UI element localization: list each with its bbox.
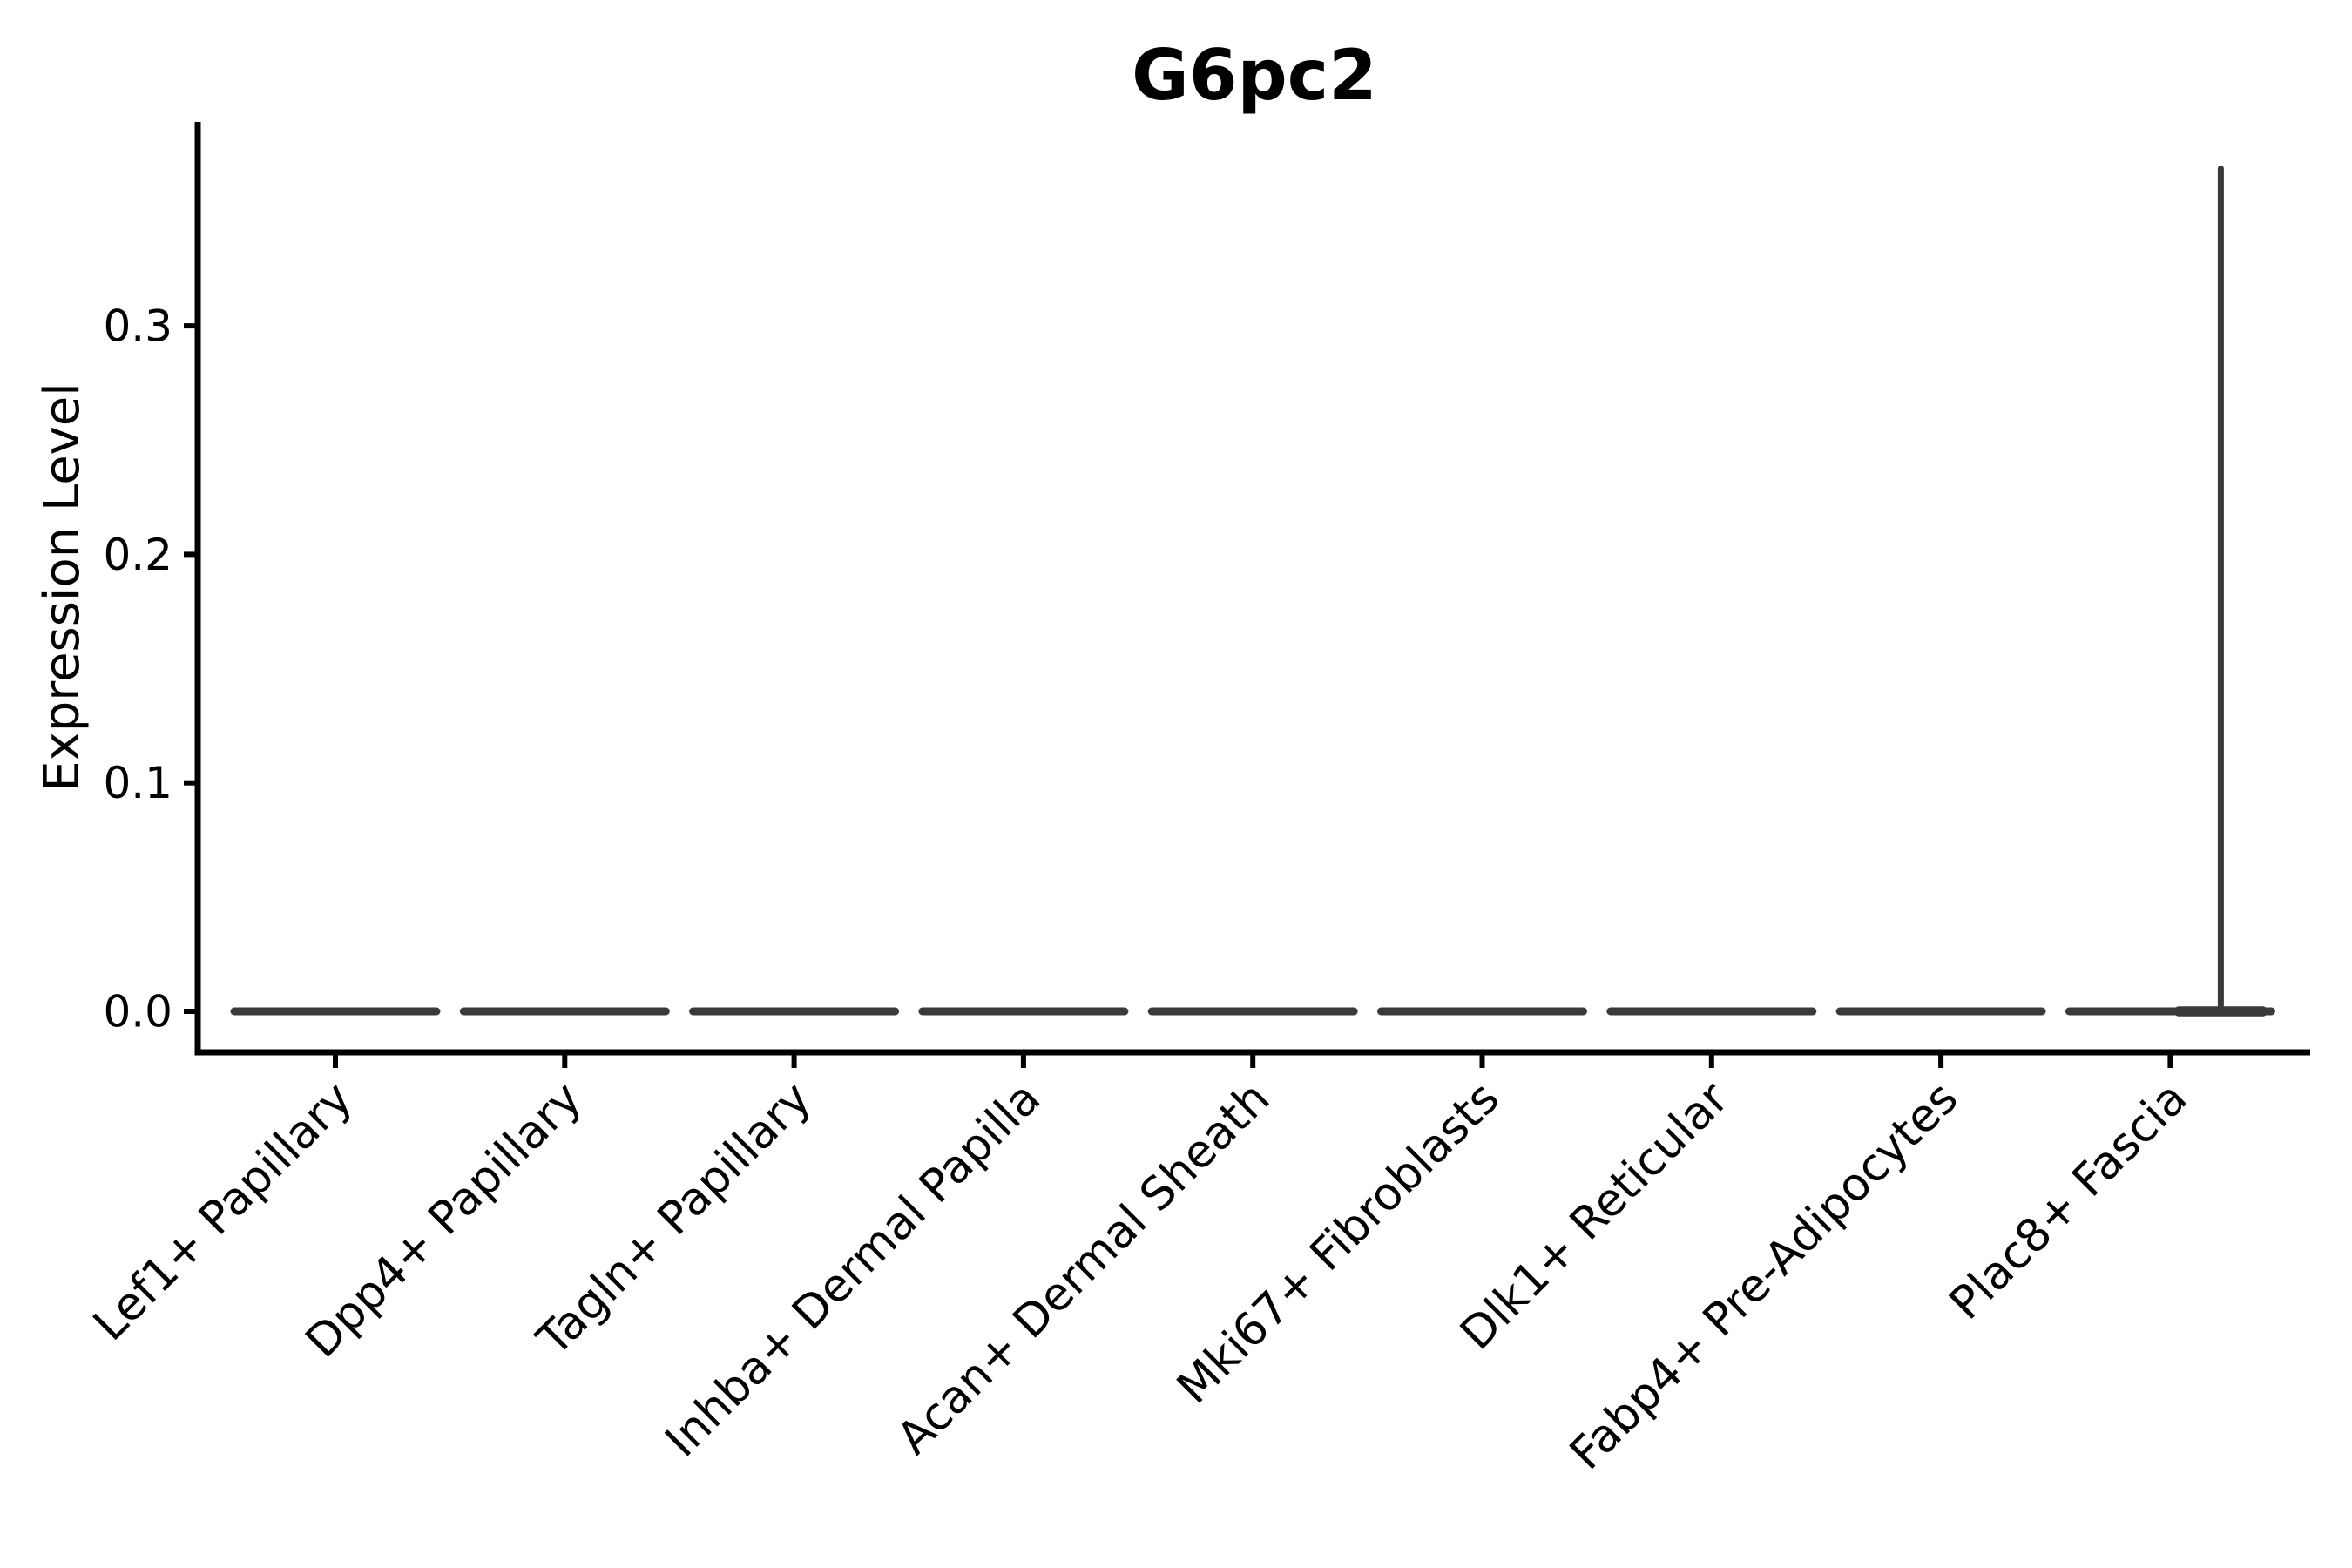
x-tick-label: Inhba+ Dermal Papilla [656, 1072, 1051, 1467]
x-tick-label: Plac8+ Fascia [1940, 1072, 2198, 1330]
x-tick-label: Acan+ Dermal Sheath [888, 1072, 1281, 1465]
y-tick-label: 0.0 [103, 987, 172, 1037]
y-tick-label: 0.1 [103, 758, 172, 808]
x-tick-label: Fabp4+ Pre-Adipocytes [1560, 1072, 1968, 1480]
y-tick-label: 0.2 [103, 530, 172, 580]
y-tick-label: 0.3 [103, 301, 172, 352]
chart-title: G6pc2 [1132, 35, 1377, 116]
y-axis-label: Expression Level [34, 382, 91, 792]
